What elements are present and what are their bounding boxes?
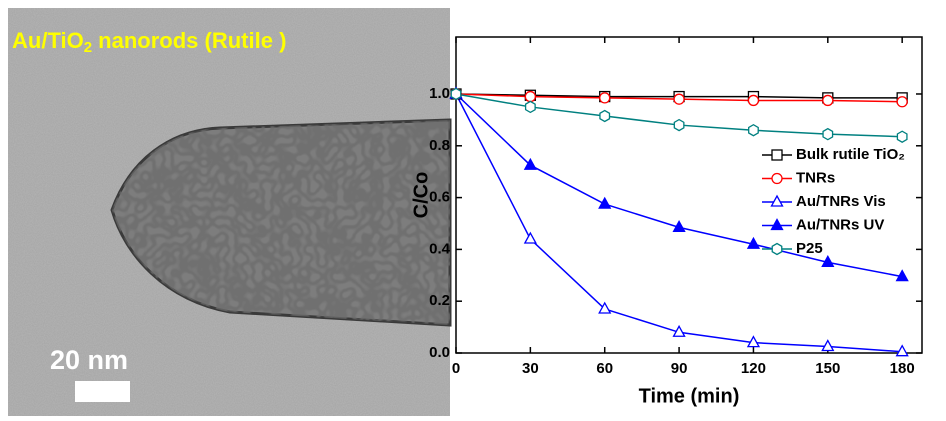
legend-label: TNRs — [796, 169, 835, 186]
scale-label: 20 nm — [50, 345, 128, 375]
image-title: Au/TiO2 nanorods (Rutile ) — [12, 28, 286, 56]
marker — [772, 150, 782, 160]
y-tick-label: 1.0 — [429, 85, 450, 102]
marker — [525, 233, 536, 243]
marker — [897, 97, 907, 107]
marker — [772, 244, 782, 255]
marker — [822, 341, 833, 351]
marker — [526, 101, 536, 112]
y-tick-label: 0.4 — [429, 240, 451, 257]
image-title-part: Au/TiO — [12, 28, 84, 53]
legend-label: Au/TNRs Vis — [796, 193, 886, 210]
marker — [749, 125, 759, 136]
x-tick-label: 180 — [890, 360, 915, 377]
marker — [772, 196, 783, 206]
marker — [525, 92, 535, 102]
marker — [897, 131, 907, 142]
y-tick-label: 0.2 — [429, 292, 450, 309]
x-tick-label: 90 — [671, 360, 688, 377]
marker — [451, 88, 461, 99]
x-tick-label: 30 — [522, 360, 539, 377]
image-title-part: nanorods (Rutile ) — [92, 28, 286, 53]
x-tick-label: 0 — [452, 360, 460, 377]
x-tick-label: 120 — [741, 360, 766, 377]
y-tick-label: 0.0 — [429, 344, 450, 361]
x-tick-label: 150 — [815, 360, 840, 377]
marker — [674, 120, 684, 131]
figure: Au/TiO2 nanorods (Rutile ) 20 nm 0 30 60 90… — [0, 0, 946, 421]
legend-label: Bulk rutile TiO₂ — [796, 146, 905, 163]
scale-bar — [75, 381, 130, 402]
marker — [748, 95, 758, 105]
marker — [772, 174, 782, 184]
image-title-part: 2 — [84, 39, 92, 56]
legend-label: Au/TNRs UV — [796, 216, 884, 233]
marker — [823, 129, 833, 140]
x-axis-label: Time (min) — [639, 385, 740, 407]
marker — [772, 220, 783, 230]
marker — [599, 198, 610, 208]
marker — [823, 95, 833, 105]
page: {"image_panel": {"title_parts": ["Au/TiO… — [0, 0, 946, 421]
legend-label: P25 — [796, 240, 823, 257]
marker — [600, 93, 610, 103]
x-tick-label: 60 — [596, 360, 613, 377]
tem-image: Au/TiO2 nanorods (Rutile ) 20 nm — [8, 8, 450, 416]
marker — [600, 111, 610, 122]
marker — [674, 94, 684, 104]
y-axis-label: C/Co — [410, 172, 432, 219]
y-tick-label: 0.8 — [429, 137, 450, 154]
